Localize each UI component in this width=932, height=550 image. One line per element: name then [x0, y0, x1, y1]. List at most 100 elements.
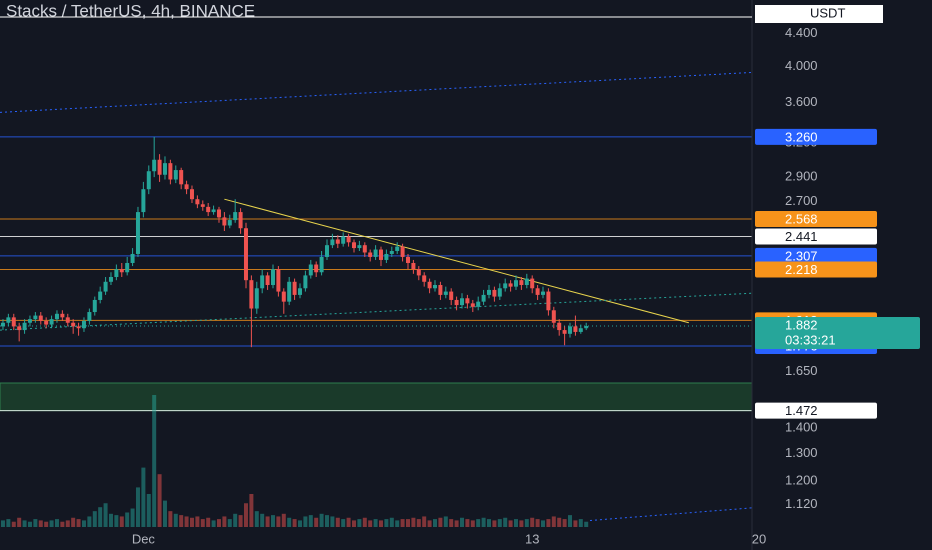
volume-bar	[141, 467, 146, 527]
candle-body	[254, 288, 259, 309]
volume-bar	[146, 494, 151, 527]
candle-body	[119, 269, 124, 273]
volume-bar	[168, 511, 173, 527]
volume-bar	[357, 519, 362, 527]
volume-bar	[38, 520, 43, 527]
volume-bar	[195, 516, 200, 527]
candle-body	[460, 298, 465, 306]
candle-body	[168, 163, 173, 180]
candle-body	[535, 288, 540, 295]
volume-bar	[125, 512, 130, 527]
volume-bar	[238, 515, 243, 527]
volume-bar	[108, 513, 113, 527]
candle-body	[487, 289, 492, 295]
volume-bar	[492, 520, 497, 527]
volume-bar	[60, 521, 65, 527]
volume-bar	[432, 519, 437, 527]
candle-body	[395, 246, 400, 252]
candle-body	[373, 249, 378, 257]
volume-bar	[103, 503, 108, 527]
y-tick-label: 1.400	[785, 419, 818, 434]
candle-body	[297, 288, 302, 295]
candle-body	[573, 326, 578, 332]
volume-bar	[184, 516, 189, 527]
volume-bar	[281, 513, 286, 527]
price-badge-label: 2.307	[785, 248, 818, 263]
trend-line	[224, 198, 689, 324]
candle-body	[216, 209, 221, 218]
volume-bar	[443, 516, 448, 527]
candle-body	[568, 326, 573, 334]
candle-body	[319, 256, 324, 273]
volume-bar	[465, 519, 470, 527]
candle-body	[130, 253, 135, 263]
candle-body	[508, 283, 513, 287]
candle-body	[546, 291, 551, 311]
chart-title: Stacks / TetherUS, 4h, BINANCE	[6, 1, 255, 20]
volume-bar	[351, 520, 356, 527]
volume-bar	[324, 515, 329, 527]
volume-bar	[265, 516, 270, 527]
candle-body	[276, 269, 281, 292]
volume-bar	[405, 519, 410, 527]
candle-body	[81, 320, 86, 329]
price-badge	[755, 228, 877, 245]
volume-bar	[470, 520, 475, 527]
volume-bar	[551, 516, 556, 527]
volume-bar	[0, 520, 5, 527]
candle-body	[492, 289, 497, 297]
candle-body	[227, 220, 232, 226]
y-tick-label: 4.400	[785, 25, 818, 40]
candle-body	[135, 212, 140, 254]
volume-bar	[389, 517, 394, 527]
candle-body	[162, 163, 167, 175]
candle-body	[195, 199, 200, 205]
volume-bar	[514, 519, 519, 527]
volume-bar	[314, 517, 319, 527]
candle-body	[346, 236, 351, 243]
volume-bar	[227, 519, 232, 527]
volume-bar	[519, 520, 524, 527]
volume-bar	[416, 519, 421, 527]
volume-bar	[341, 519, 346, 527]
volume-bar	[578, 519, 583, 527]
volume-bar	[573, 520, 578, 527]
volume-bar	[189, 517, 194, 527]
candle-body	[287, 281, 292, 302]
candle-body	[432, 285, 437, 289]
candle-body	[514, 280, 519, 287]
candle-body	[0, 322, 5, 327]
trend-line	[0, 292, 753, 331]
candle-body	[200, 204, 205, 207]
price-badge-label: 2.568	[785, 211, 818, 226]
currency: USDT	[810, 5, 845, 20]
candle-body	[76, 326, 81, 329]
currency-box	[755, 5, 883, 23]
candle-body	[465, 298, 470, 304]
volume-bar	[206, 517, 211, 527]
candle-body	[233, 212, 238, 221]
candle-body	[324, 245, 329, 257]
volume-bar	[541, 520, 546, 527]
volume-bar	[270, 515, 275, 527]
volume-bar	[373, 519, 378, 527]
candle-body	[351, 242, 356, 249]
volume-bar	[438, 517, 443, 527]
volume-bar	[276, 516, 281, 527]
candle-body	[470, 303, 475, 307]
candle-body	[173, 170, 178, 180]
volume-bar	[233, 513, 238, 527]
candle-body	[378, 249, 383, 260]
volume-bar	[114, 515, 119, 527]
candle-body	[341, 236, 346, 244]
volume-bar	[562, 519, 567, 527]
candle-body	[443, 291, 448, 295]
candle-body	[438, 285, 443, 295]
volume-bar	[216, 519, 221, 527]
candle-body	[114, 269, 119, 277]
volume-bar	[546, 519, 551, 527]
candle-body	[179, 170, 184, 185]
candle-body	[33, 315, 38, 320]
volume-bar	[87, 516, 92, 527]
